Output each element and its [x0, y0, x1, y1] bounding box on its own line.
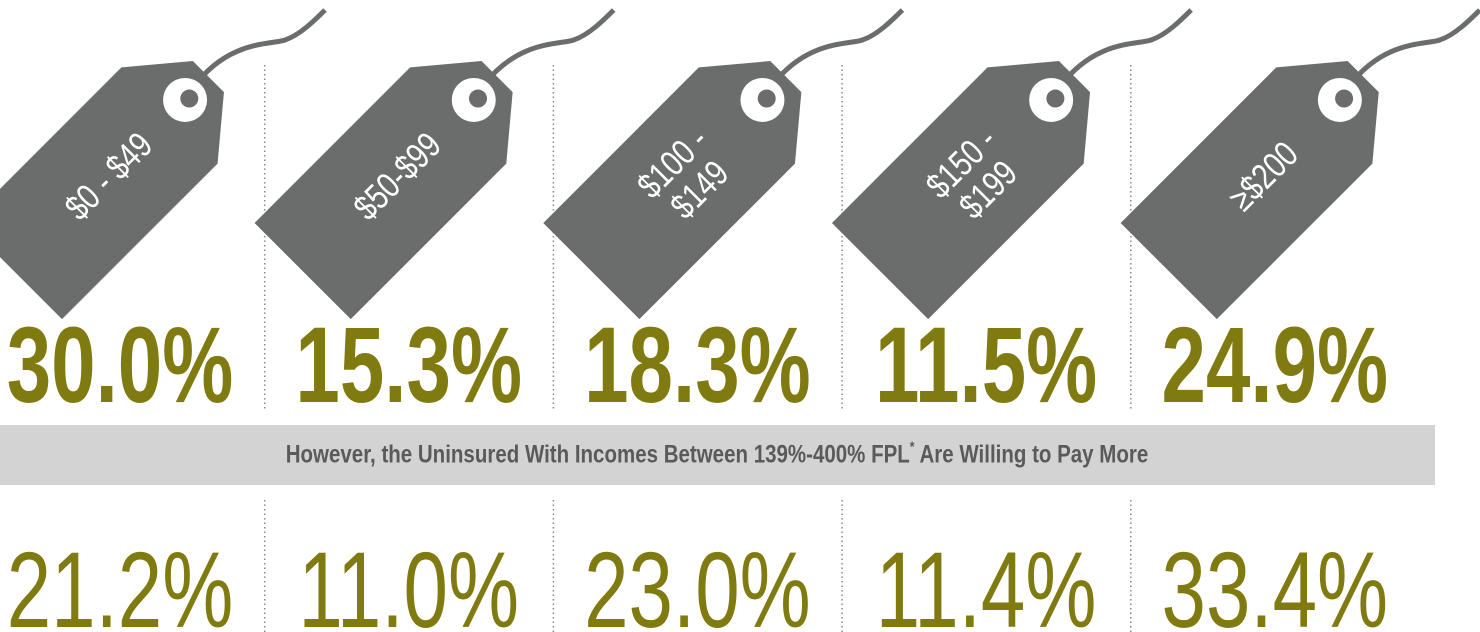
- tag-hole-center: [757, 89, 776, 108]
- tag-hole-center: [468, 89, 487, 108]
- banner-text: However, the Uninsured With Incomes Betw…: [286, 438, 1149, 468]
- mid-income-group: 11.0%: [298, 530, 519, 632]
- tag-hole-center: [180, 89, 199, 108]
- tag-body: [543, 61, 802, 320]
- overall-percent: 15.3%: [295, 305, 522, 426]
- mid-income-percent: 33.4%: [1161, 530, 1388, 632]
- tag-string: [481, 8, 616, 87]
- price-tag: $100 -$149: [543, 61, 802, 320]
- tag-body: [254, 61, 513, 320]
- tag-body: [0, 61, 224, 320]
- tag-body: [1120, 61, 1379, 320]
- tag-string: [1347, 8, 1480, 87]
- banner-main: However, the Uninsured With Incomes Betw…: [286, 440, 910, 468]
- price-tag: ≥$200: [1120, 61, 1379, 320]
- overall-group: 11.5%: [875, 305, 1097, 426]
- overall-group: 24.9%: [1161, 305, 1388, 426]
- mid-income-group: 23.0%: [584, 530, 811, 632]
- price-tag: $0 - $49: [0, 61, 224, 320]
- overall-percent: 30.0%: [7, 305, 234, 426]
- banner: [0, 425, 1435, 485]
- price-tag: $50-$99: [254, 61, 513, 320]
- tag-hole-center: [1046, 89, 1065, 108]
- overall-percent: 18.3%: [584, 305, 811, 426]
- mid-income-percent: 11.4%: [876, 530, 1097, 632]
- mid-income-percent: 23.0%: [584, 530, 811, 632]
- overall-group: 18.3%: [584, 305, 811, 426]
- tag-body: [831, 61, 1091, 320]
- tag-string: [193, 8, 327, 87]
- banner-footnote-mark: *: [910, 438, 915, 454]
- mid-income-group: 21.2%: [7, 530, 234, 632]
- banner-tail: Are Willing to Pay More: [915, 440, 1149, 468]
- tag-string: [1059, 8, 1193, 87]
- tag-string: [770, 8, 905, 87]
- mid-income-group: 33.4%: [1161, 530, 1388, 632]
- mid-income-percent: 11.0%: [298, 530, 519, 632]
- overall-percent: 11.5%: [875, 305, 1097, 426]
- overall-group: 30.0%: [7, 305, 234, 426]
- mid-income-percent: 21.2%: [7, 530, 234, 632]
- mid-income-group: 11.4%: [876, 530, 1097, 632]
- overall-group: 15.3%: [295, 305, 522, 426]
- price-tag: $150 -$199: [831, 61, 1091, 320]
- banner-group: However, the Uninsured With Incomes Betw…: [286, 438, 1149, 468]
- overall-percent: 24.9%: [1161, 305, 1388, 426]
- tag-hole-center: [1335, 89, 1354, 108]
